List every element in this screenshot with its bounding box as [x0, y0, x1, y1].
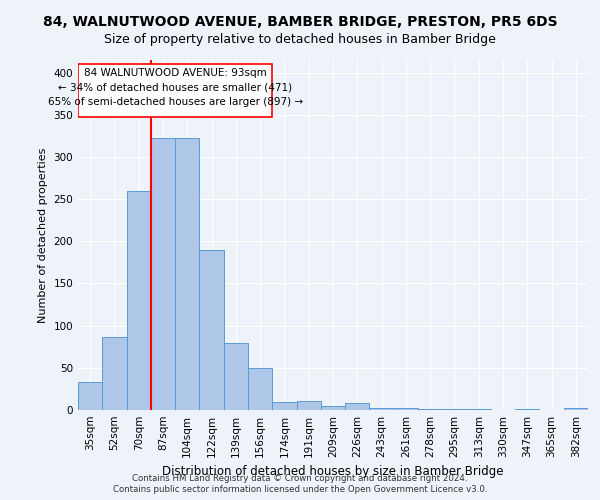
- Bar: [296, 400, 321, 410]
- Bar: [418, 409, 442, 410]
- Bar: [370, 408, 394, 410]
- Bar: [345, 404, 370, 410]
- Bar: [102, 336, 127, 410]
- Bar: [564, 408, 588, 410]
- Bar: [248, 368, 272, 410]
- Text: 84, WALNUTWOOD AVENUE, BAMBER BRIDGE, PRESTON, PR5 6DS: 84, WALNUTWOOD AVENUE, BAMBER BRIDGE, PR…: [43, 15, 557, 29]
- Bar: [394, 408, 418, 410]
- Text: Size of property relative to detached houses in Bamber Bridge: Size of property relative to detached ho…: [104, 32, 496, 46]
- Bar: [78, 382, 102, 410]
- Text: ← 34% of detached houses are smaller (471): ← 34% of detached houses are smaller (47…: [58, 83, 292, 93]
- Bar: [467, 409, 491, 410]
- Bar: [272, 402, 296, 410]
- X-axis label: Distribution of detached houses by size in Bamber Bridge: Distribution of detached houses by size …: [162, 466, 504, 478]
- Bar: [127, 190, 151, 410]
- Bar: [515, 409, 539, 410]
- Bar: [442, 409, 467, 410]
- Bar: [175, 138, 199, 410]
- Bar: [224, 342, 248, 410]
- Bar: [321, 406, 345, 410]
- Text: 84 WALNUTWOOD AVENUE: 93sqm: 84 WALNUTWOOD AVENUE: 93sqm: [84, 68, 266, 78]
- FancyBboxPatch shape: [78, 64, 272, 116]
- Y-axis label: Number of detached properties: Number of detached properties: [38, 148, 48, 322]
- Text: 65% of semi-detached houses are larger (897) →: 65% of semi-detached houses are larger (…: [47, 97, 303, 107]
- Bar: [151, 138, 175, 410]
- Bar: [199, 250, 224, 410]
- Text: Contains HM Land Registry data © Crown copyright and database right 2024.
Contai: Contains HM Land Registry data © Crown c…: [113, 474, 487, 494]
